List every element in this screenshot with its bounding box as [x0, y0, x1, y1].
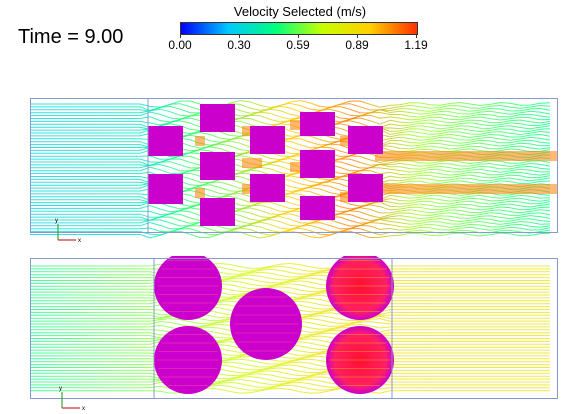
- streamline: [30, 213, 551, 222]
- streamline: [30, 140, 551, 149]
- streamline: [30, 201, 551, 210]
- legend-tick-label: 0.00: [168, 38, 192, 52]
- streamline: [30, 277, 550, 284]
- streamline: [30, 105, 551, 114]
- high-velocity-region: [195, 136, 205, 146]
- streamline: [30, 387, 550, 394]
- streamline: [30, 364, 550, 371]
- square-obstacle: [200, 104, 235, 132]
- streamline: [30, 143, 551, 152]
- streamline: [30, 227, 551, 236]
- time-label: Time = 9.00: [18, 26, 124, 48]
- streamline: [30, 355, 550, 362]
- streamline: [30, 128, 551, 138]
- legend-tick-label: 0.59: [286, 38, 310, 52]
- x-axis-label: x: [78, 238, 81, 244]
- streamline: [30, 289, 550, 296]
- high-velocity-region: [195, 188, 205, 198]
- streamline: [30, 381, 550, 388]
- legend-title: Velocity Selected (m/s): [233, 4, 367, 19]
- legend-tick: [180, 34, 181, 38]
- streamline: [30, 384, 550, 391]
- streamline: [30, 178, 551, 187]
- streamline: [30, 349, 550, 356]
- streamline: [30, 137, 551, 146]
- circular-obstacle: [154, 256, 222, 320]
- streamline: [30, 111, 551, 120]
- square-obstacle: [348, 174, 383, 202]
- legend-tick-label: 1.19: [404, 38, 428, 52]
- legend-tick: [357, 34, 358, 38]
- square-obstacles-streamline-plot: yx: [30, 96, 558, 246]
- streamline: [30, 215, 551, 225]
- streamline: [30, 192, 551, 201]
- high-velocity-region: [375, 184, 558, 194]
- square-obstacle: [148, 126, 183, 156]
- square-obstacle: [200, 198, 235, 226]
- streamline: [30, 108, 551, 117]
- streamline: [30, 218, 551, 227]
- streamline: [30, 268, 550, 275]
- domain-boundary: [30, 98, 558, 233]
- streamline: [30, 280, 550, 287]
- square-obstacle: [300, 112, 335, 136]
- streamline: [30, 230, 551, 239]
- streamline: [30, 274, 550, 281]
- streamline: [30, 265, 550, 272]
- streamline: [30, 175, 551, 184]
- square-obstacle: [148, 174, 183, 204]
- legend-tick: [416, 34, 417, 38]
- legend-tick-label: 0.30: [227, 38, 251, 52]
- streamline: [30, 146, 551, 155]
- streamline: [30, 271, 550, 278]
- streamline: [30, 195, 551, 204]
- streamline: [30, 370, 550, 377]
- legend-tick: [239, 34, 240, 38]
- square-obstacle: [300, 196, 335, 220]
- legend-tick: [298, 34, 299, 38]
- square-obstacle: [200, 152, 235, 180]
- streamline: [30, 102, 551, 111]
- domain-boundary: [30, 258, 558, 399]
- streamline: [30, 166, 551, 175]
- streamline: [30, 373, 550, 380]
- streamline: [30, 198, 551, 207]
- streamline: [30, 99, 551, 109]
- streamline: [30, 358, 550, 365]
- legend-tick-label: 0.89: [345, 38, 369, 52]
- square-obstacle: [250, 126, 285, 154]
- streamline: [30, 172, 551, 181]
- streamline: [30, 378, 550, 385]
- color-legend-bar: [180, 22, 418, 35]
- streamline: [30, 158, 551, 167]
- streamline: [30, 262, 550, 269]
- y-axis-label: y: [59, 386, 62, 392]
- high-velocity-region: [242, 158, 262, 168]
- streamline: [30, 126, 551, 135]
- square-obstacle: [300, 150, 335, 178]
- streamline: [30, 283, 550, 290]
- circular-obstacle: [326, 256, 394, 320]
- streamline: [30, 352, 550, 359]
- streamline: [30, 376, 550, 383]
- square-obstacle: [348, 126, 383, 154]
- square-obstacle: [250, 174, 285, 202]
- y-axis-label: y: [55, 218, 58, 224]
- streamline: [30, 210, 551, 219]
- x-axis-label: x: [82, 406, 85, 412]
- high-velocity-region: [375, 151, 558, 161]
- streamline: [30, 286, 550, 293]
- streamline: [30, 361, 550, 368]
- streamline: [30, 367, 550, 374]
- circular-obstacles-streamline-plot: yx: [30, 256, 558, 414]
